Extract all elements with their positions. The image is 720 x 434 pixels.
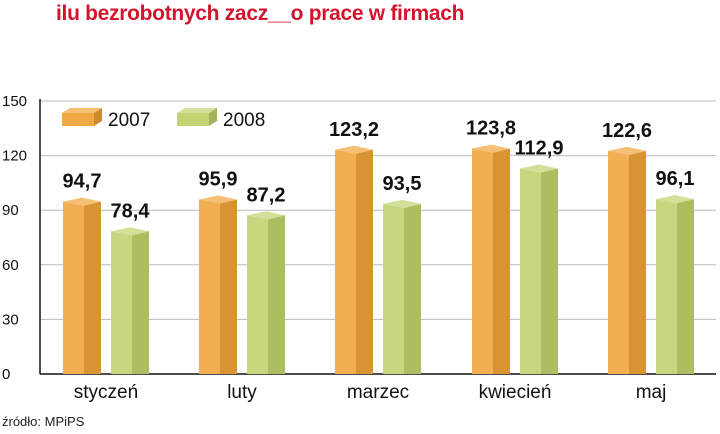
legend-swatch (62, 108, 102, 126)
y-tick-label: 120 (2, 148, 27, 165)
bar-2008-4 (656, 195, 694, 374)
data-label: 123,8 (466, 118, 516, 140)
bar-2008-2 (383, 199, 421, 374)
data-label: 93,5 (383, 173, 422, 195)
category-label: maj (636, 382, 667, 403)
chart-title: ilu bezrobotnych zacz__o prace w firmach (56, 2, 465, 25)
category-label: kwiecień (479, 382, 552, 403)
bar-2008-0 (111, 227, 149, 374)
bar-2007-1 (199, 195, 237, 374)
source-note: źródło: MPiPS (2, 414, 85, 429)
category-label: marzec (347, 382, 409, 403)
bar-2007-3 (472, 144, 510, 374)
data-label: 112,9 (515, 138, 564, 160)
y-tick-label: 0 (2, 366, 10, 383)
bar-2008-3 (520, 164, 558, 374)
data-label: 94,7 (63, 171, 102, 193)
data-label: 87,2 (247, 184, 286, 206)
category-label: styczeń (74, 382, 138, 403)
legend-label: 2007 (108, 110, 150, 131)
y-tick-label: 150 (2, 93, 27, 110)
data-label: 96,1 (656, 168, 695, 190)
bar-2007-2 (335, 145, 373, 374)
y-tick-label: 90 (2, 202, 19, 219)
bar-2008-1 (247, 211, 285, 374)
bar-2007-4 (608, 146, 646, 374)
data-label: 123,2 (329, 119, 379, 141)
data-label: 78,4 (111, 200, 151, 222)
bar-2007-0 (63, 197, 101, 374)
y-tick-label: 30 (2, 311, 19, 328)
data-label: 95,9 (199, 168, 238, 190)
category-label: luty (227, 382, 257, 403)
legend-swatch (177, 108, 217, 126)
data-label: 122,6 (602, 120, 652, 142)
y-tick-label: 60 (2, 257, 19, 274)
legend-label: 2008 (223, 110, 265, 131)
